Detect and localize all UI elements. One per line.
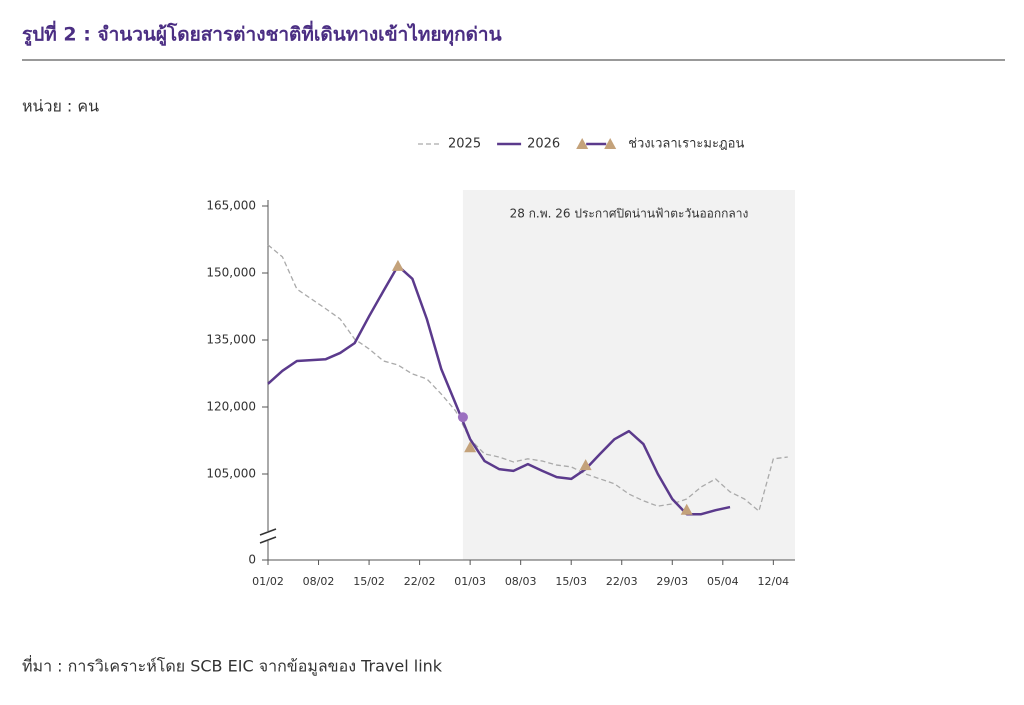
legend-label: 2025 xyxy=(448,137,481,152)
ramadan-marker xyxy=(579,459,592,471)
source: ที่มา : การวิเคราะห์โดย SCB EIC จากข้อมู… xyxy=(22,655,443,677)
y-tick-label: 0 xyxy=(248,553,256,567)
ramadan-marker xyxy=(464,441,477,453)
legend-label: ช่วงเวลาเราะมะฎอน xyxy=(628,137,744,152)
highlight-point xyxy=(457,412,468,423)
y-tick-label: 105,000 xyxy=(206,467,256,481)
y-tick-label: 120,000 xyxy=(206,400,256,414)
x-tick-label: 22/03 xyxy=(606,575,638,588)
axis-break xyxy=(259,536,277,544)
ramadan-marker xyxy=(604,138,617,149)
x-tick-label: 12/04 xyxy=(757,575,789,588)
chart-title: รูปที่ 2 : จำนวนผู้โดยสารต่างชาติที่เดิน… xyxy=(22,21,502,47)
x-tick-label: 15/02 xyxy=(353,575,385,588)
x-tick-label: 15/03 xyxy=(555,575,587,588)
shaded-period xyxy=(462,190,795,560)
axis-break xyxy=(259,528,277,536)
axis-break-gap xyxy=(264,531,272,541)
y-tick-label: 135,000 xyxy=(206,333,256,347)
x-tick-label: 08/02 xyxy=(303,575,335,588)
x-tick-label: 29/03 xyxy=(656,575,688,588)
ramadan-marker xyxy=(680,503,693,515)
legend-label: 2026 xyxy=(527,137,560,152)
y-tick-label: 150,000 xyxy=(206,266,256,280)
x-tick-label: 22/02 xyxy=(404,575,436,588)
y-axis-label: หน่วย : คน xyxy=(22,97,99,116)
ramadan-marker xyxy=(391,259,404,271)
x-tick-label: 05/04 xyxy=(707,575,739,588)
x-tick-label: 08/03 xyxy=(505,575,537,588)
ramadan-marker xyxy=(576,138,589,149)
y-tick-label: 165,000 xyxy=(206,199,256,213)
x-tick-label: 01/03 xyxy=(454,575,486,588)
x-tick-label: 01/02 xyxy=(252,575,284,588)
line-series xyxy=(267,244,788,512)
annotation: 28 ก.พ. 26 ประกาศปิดน่านฟ้าตะวันออกกลาง xyxy=(510,207,749,221)
line-series xyxy=(267,264,731,516)
